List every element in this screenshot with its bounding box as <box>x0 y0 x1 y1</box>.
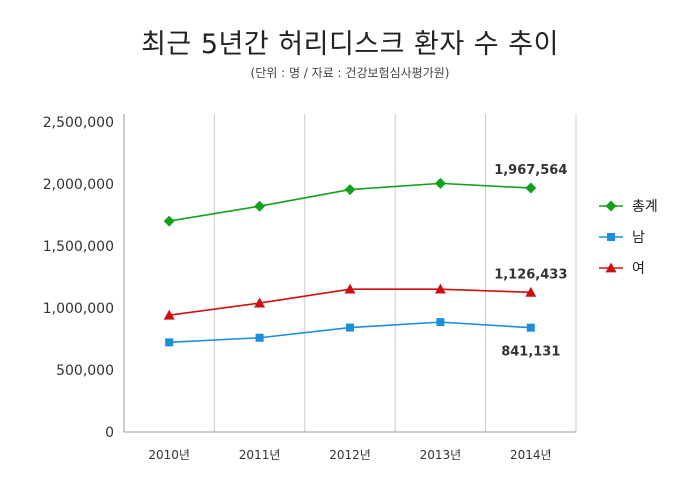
data-label-total: 1,967,564 <box>494 163 567 178</box>
data-point-male <box>526 323 535 332</box>
data-point-female <box>163 309 175 320</box>
data-point-male <box>436 318 445 327</box>
x-tick-label: 2010년 <box>148 448 190 462</box>
legend-item-total: 총계 <box>598 190 658 221</box>
legend: 총계 남 여 <box>598 190 658 283</box>
data-point-male <box>165 338 174 347</box>
data-label-male: 841,131 <box>501 345 560 360</box>
x-tick-label: 2012년 <box>329 448 371 462</box>
data-label-female: 1,126,433 <box>494 267 567 282</box>
legend-item-male: 남 <box>598 221 658 252</box>
legend-swatch-male <box>599 232 623 241</box>
y-tick-label: 1,500,000 <box>43 239 114 255</box>
y-tick-label: 1,000,000 <box>43 301 114 317</box>
data-point-total <box>254 200 266 212</box>
legend-marker-total <box>605 200 617 211</box>
chart-title: 최근 5년간 허리디스크 환자 수 추이 <box>141 29 559 60</box>
data-point-male <box>255 333 264 342</box>
y-tick-label: 0 <box>105 425 114 441</box>
x-tick-label: 2011년 <box>239 448 281 462</box>
data-point-total <box>434 177 446 189</box>
data-point-total <box>163 215 175 227</box>
legend-label-female: 여 <box>632 260 645 277</box>
legend-swatch-total <box>599 200 623 211</box>
data-point-total <box>344 184 356 196</box>
legend-marker-male <box>607 232 615 241</box>
data-point-female <box>254 297 266 308</box>
legend-item-female: 여 <box>598 252 658 283</box>
legend-label-total: 총계 <box>632 198 658 215</box>
data-point-female <box>525 286 537 297</box>
data-point-female <box>434 283 446 294</box>
y-tick-label: 2,500,000 <box>43 115 114 131</box>
x-tick-label: 2014년 <box>510 448 552 462</box>
data-point-male <box>346 323 354 332</box>
legend-marker-female <box>605 262 617 272</box>
data-point-total <box>525 182 537 194</box>
y-tick-label: 500,000 <box>56 363 114 379</box>
x-tick-label: 2013년 <box>420 448 462 462</box>
y-tick-label: 2,000,000 <box>43 177 114 193</box>
legend-label-male: 남 <box>632 229 645 246</box>
data-point-female <box>344 283 356 294</box>
chart-subtitle: (단위 : 명 / 자료 : 건강보험심사평가원) <box>250 66 450 80</box>
legend-swatch-female <box>599 262 623 272</box>
